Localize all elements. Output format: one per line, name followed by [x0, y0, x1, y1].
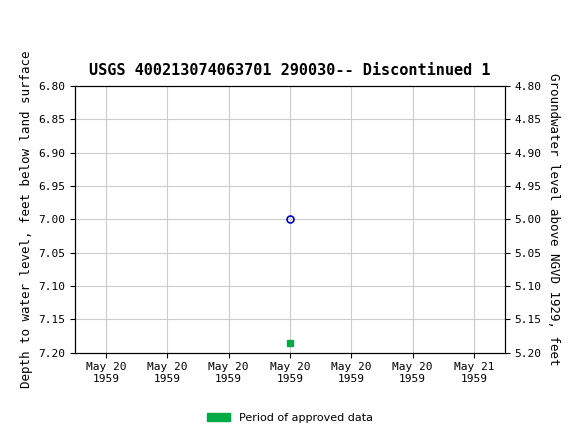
Title: USGS 400213074063701 290030-- Discontinued 1: USGS 400213074063701 290030-- Discontinu…: [89, 63, 491, 78]
Legend: Period of approved data: Period of approved data: [203, 408, 377, 427]
Y-axis label: Groundwater level above NGVD 1929, feet: Groundwater level above NGVD 1929, feet: [547, 73, 560, 366]
Text: ▒USGS: ▒USGS: [6, 10, 75, 28]
Y-axis label: Depth to water level, feet below land surface: Depth to water level, feet below land su…: [20, 51, 33, 388]
